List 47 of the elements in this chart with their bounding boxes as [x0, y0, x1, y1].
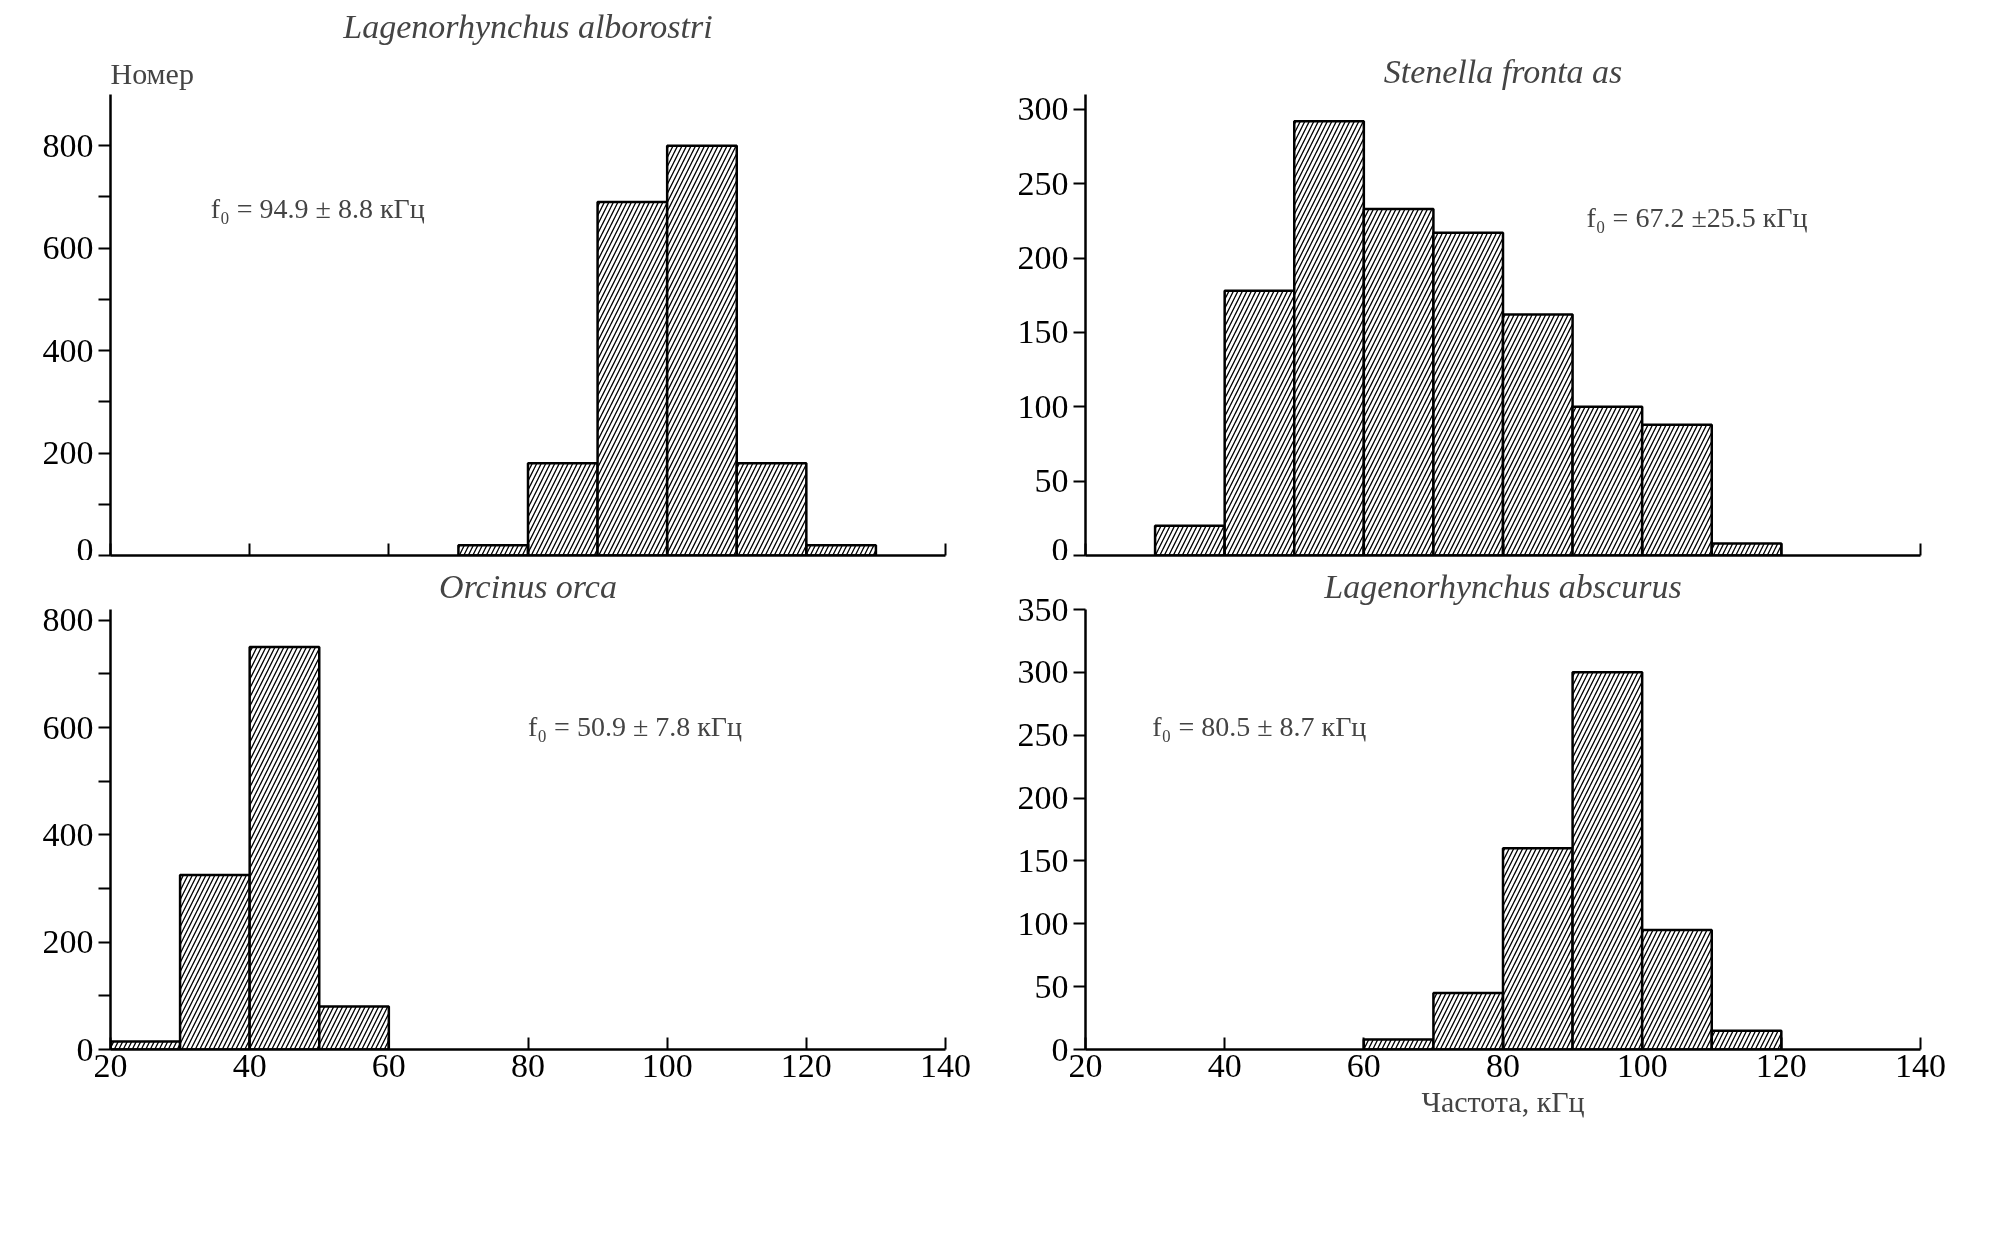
y-tick-label: 50 — [1034, 967, 1069, 1005]
y-tick-label: 600 — [42, 708, 94, 746]
y-tick-label: 300 — [1017, 653, 1069, 691]
x-tick-label: 20 — [1068, 1046, 1103, 1084]
y-tick-label: 150 — [1017, 313, 1069, 351]
y-tick-label: 300 — [1017, 90, 1069, 128]
x-tick-label: 40 — [1207, 1046, 1242, 1084]
y-tick-label: 50 — [1034, 462, 1069, 500]
y-tick-label: 200 — [42, 434, 94, 472]
y-tick-label: 100 — [1017, 387, 1069, 425]
y-tick-label: 0 — [1051, 1030, 1069, 1068]
chart-title: Stenella fronta as — [1383, 52, 1623, 90]
y-tick-label: 100 — [1017, 904, 1069, 942]
x-tick-label: 80 — [1486, 1046, 1520, 1084]
x-tick-label: 60 — [371, 1046, 406, 1084]
x-tick-label: 140 — [920, 1046, 971, 1084]
chart-title: Lagenorhynchus alborostri — [342, 7, 713, 45]
y-tick-label: 400 — [42, 815, 94, 853]
y-tick-label: 200 — [1017, 779, 1069, 817]
x-tick-label: 40 — [232, 1046, 267, 1084]
y-tick-label: 600 — [42, 229, 94, 267]
annotation: f₀ = 80.5 ± 8.7 кГц — [1152, 710, 1367, 742]
annotation: f₀ = 67.2 ±25.5 кГц — [1586, 201, 1808, 233]
chart-title: Lagenorhynchus abscurus — [1323, 567, 1682, 605]
y-tick-label: 350 — [1017, 590, 1069, 628]
x-tick-label: 100 — [1616, 1046, 1668, 1084]
x-tick-label: 80 — [511, 1046, 545, 1084]
chart-title: Orcinus orca — [439, 567, 617, 605]
annotation: f₀ = 94.9 ± 8.8 кГц — [210, 192, 425, 224]
y-tick-label: 200 — [42, 923, 94, 961]
y-tick-label: 150 — [1017, 841, 1069, 879]
y-tick-label: 400 — [42, 331, 94, 369]
x-tick-label: 120 — [1755, 1046, 1807, 1084]
annotation: f₀ = 50.9 ± 7.8 кГц — [528, 710, 743, 742]
y-axis-title: Номер — [110, 56, 194, 90]
x-tick-label: 100 — [641, 1046, 693, 1084]
y-tick-label: 250 — [1017, 164, 1069, 202]
x-axis-title: Частота, кГц — [1421, 1084, 1585, 1118]
y-tick-label: 800 — [42, 126, 94, 164]
x-tick-label: 20 — [93, 1046, 128, 1084]
x-tick-label: 140 — [1895, 1046, 1946, 1084]
x-tick-label: 120 — [780, 1046, 832, 1084]
y-tick-label: 800 — [42, 601, 94, 639]
y-tick-label: 200 — [1017, 239, 1069, 277]
y-tick-label: 0 — [76, 1030, 94, 1068]
x-tick-label: 60 — [1346, 1046, 1381, 1084]
y-tick-label: 250 — [1017, 716, 1069, 754]
